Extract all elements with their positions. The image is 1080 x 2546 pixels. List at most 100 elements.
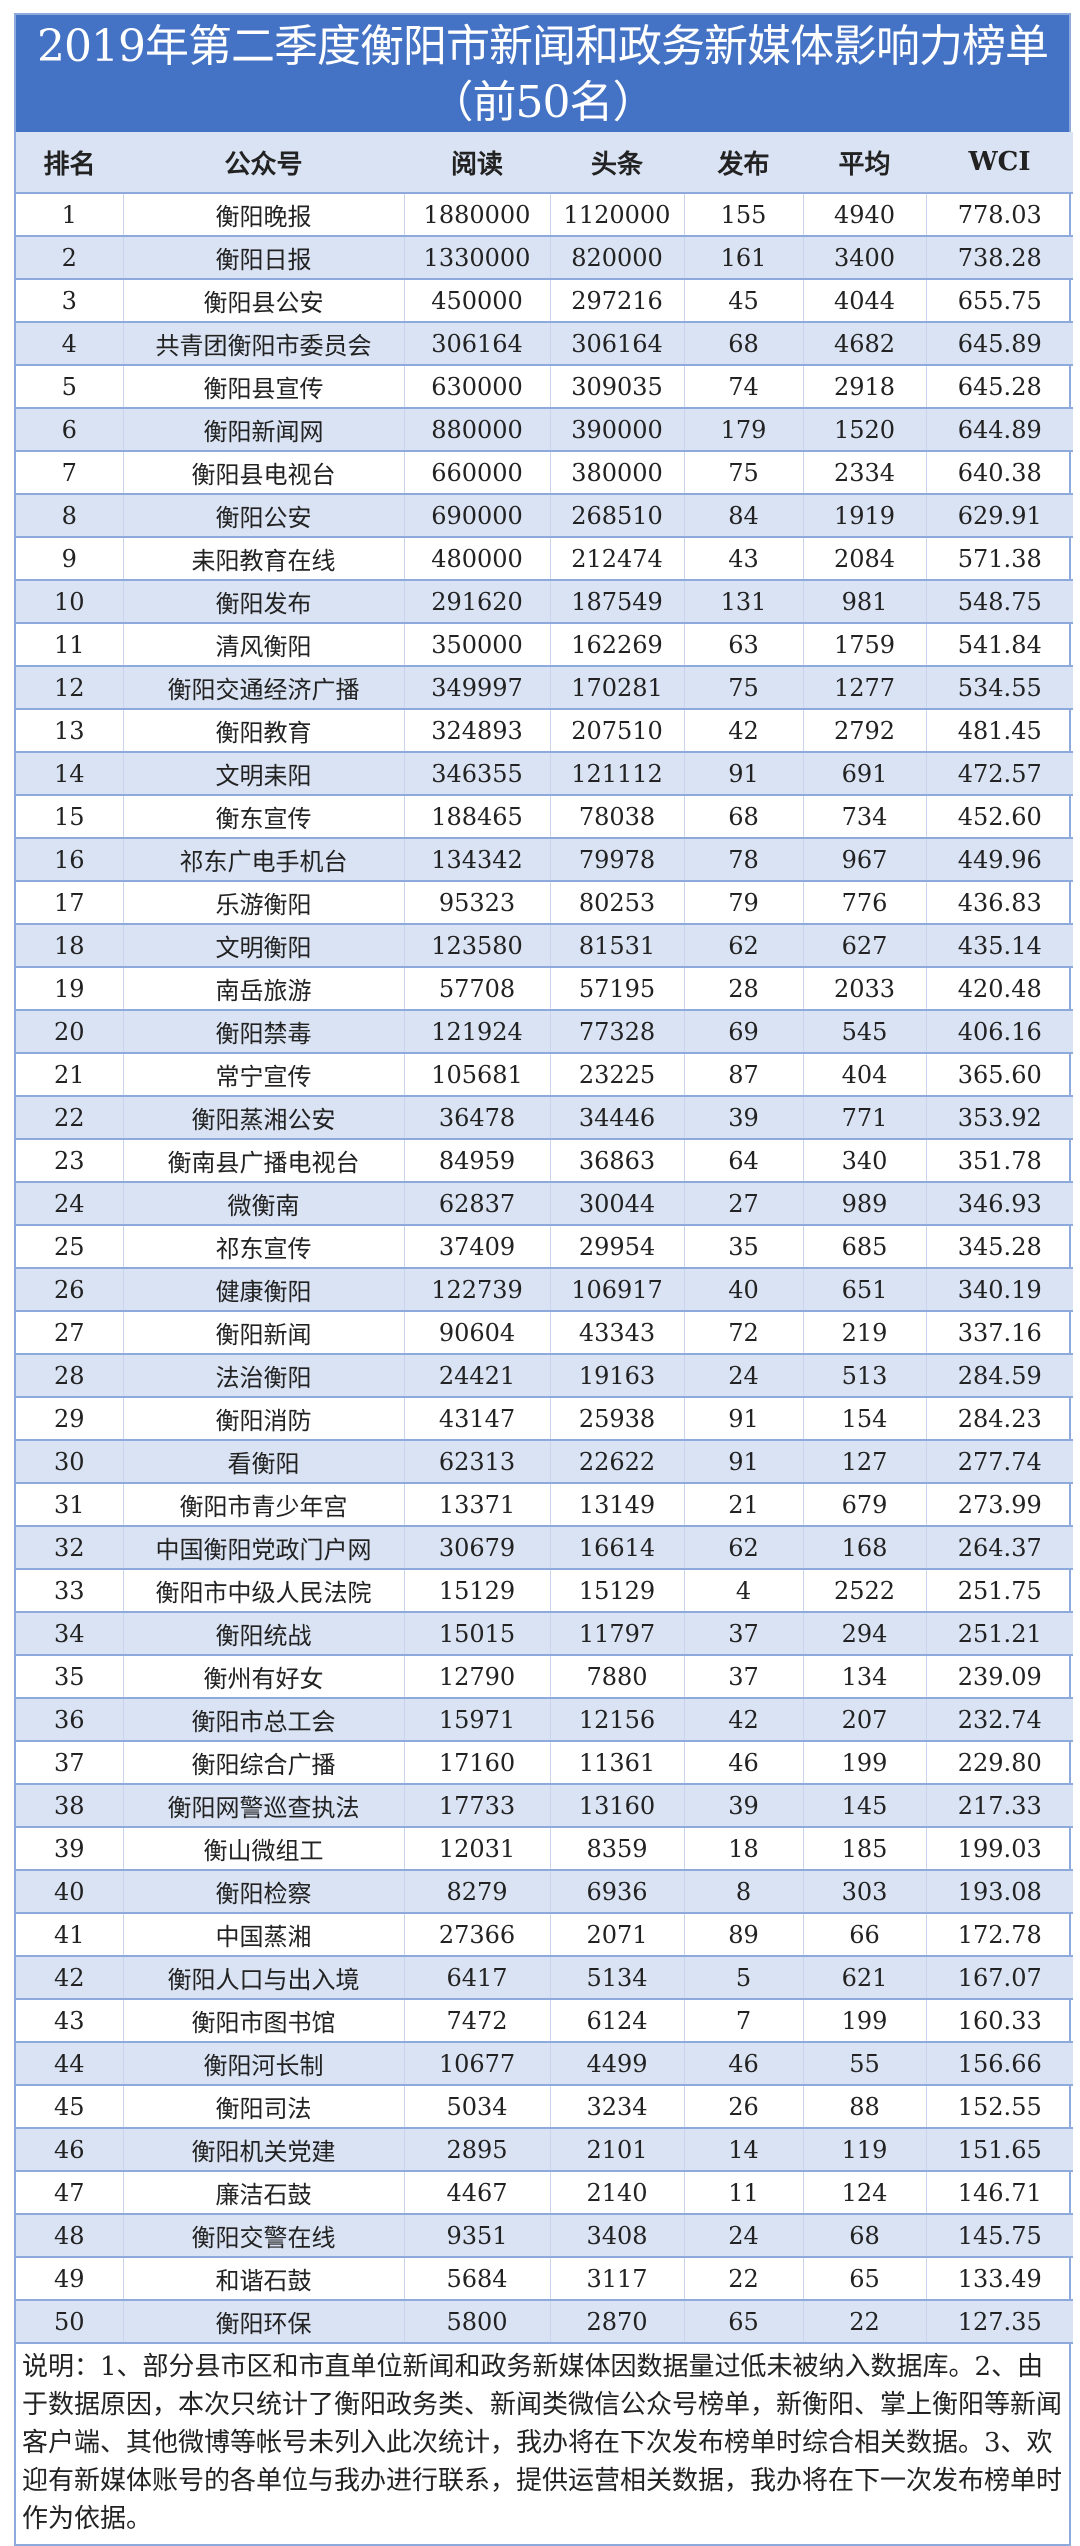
table-row: 47 廉洁石鼓 4467 2140 11 124 146.71 [16, 2171, 1073, 2215]
cell-account: 衡阳交通经济广播 [122, 666, 404, 710]
header-account: 公众号 [123, 132, 404, 194]
cell-average: 294 [802, 1612, 926, 1656]
cell-average: 154 [802, 1397, 926, 1441]
cell-reads: 121924 [403, 1010, 550, 1054]
cell-wci: 365.60 [925, 1053, 1073, 1097]
cell-account: 衡阳蒸湘公安 [122, 1096, 404, 1140]
ranking-table: 排名 公众号 阅读 头条 发布 平均 WCI 1 衡阳晚报 1880000 11200… [16, 132, 1073, 2344]
table-row: 38 衡阳网警巡查执法 17733 13160 39 145 217.33 [16, 1784, 1073, 1828]
table-row: 48 衡阳交警在线 9351 3408 24 68 145.75 [16, 2214, 1073, 2258]
cell-reads: 9351 [403, 2214, 550, 2258]
cell-average: 340 [802, 1139, 926, 1183]
cell-headline: 3408 [549, 2214, 684, 2258]
cell-reads: 15971 [403, 1698, 550, 1742]
cell-rank: 41 [16, 1913, 123, 1957]
cell-average: 207 [802, 1698, 926, 1742]
cell-wci: 193.08 [925, 1870, 1073, 1914]
cell-posts: 24 [683, 2214, 803, 2258]
cell-wci: 152.55 [925, 2085, 1073, 2129]
cell-average: 134 [802, 1655, 926, 1699]
cell-rank: 35 [16, 1655, 123, 1699]
cell-account: 和谐石鼓 [122, 2257, 404, 2301]
cell-rank: 8 [16, 494, 123, 538]
cell-reads: 24421 [403, 1354, 550, 1398]
cell-rank: 39 [16, 1827, 123, 1871]
cell-average: 2334 [802, 451, 926, 495]
cell-reads: 62837 [403, 1182, 550, 1226]
footnote: 说明：1、部分县市区和市直单位新闻和政务新媒体因数据量过低未被纳入数据库。2、由… [22, 2352, 1063, 2534]
table-row: 14 文明耒阳 346355 121112 91 691 472.57 [16, 752, 1073, 796]
table-row: 36 衡阳市总工会 15971 12156 42 207 232.74 [16, 1698, 1073, 1742]
table-row: 17 乐游衡阳 95323 80253 79 776 436.83 [16, 881, 1073, 925]
cell-rank: 20 [16, 1010, 123, 1054]
cell-wci: 655.75 [925, 279, 1073, 323]
cell-posts: 26 [683, 2085, 803, 2129]
cell-rank: 40 [16, 1870, 123, 1914]
cell-wci: 160.33 [925, 1999, 1073, 2043]
cell-account: 廉洁石鼓 [122, 2171, 404, 2215]
cell-posts: 43 [683, 537, 803, 581]
header-rank: 排名 [16, 132, 123, 194]
cell-wci: 284.59 [925, 1354, 1073, 1398]
cell-rank: 5 [16, 365, 123, 409]
cell-rank: 37 [16, 1741, 123, 1785]
cell-account: 常宁宣传 [122, 1053, 404, 1097]
cell-reads: 12031 [403, 1827, 550, 1871]
cell-reads: 5684 [403, 2257, 550, 2301]
cell-wci: 406.16 [925, 1010, 1073, 1054]
cell-headline: 23225 [549, 1053, 684, 1097]
table-row: 43 衡阳市图书馆 7472 6124 7 199 160.33 [16, 1999, 1073, 2043]
cell-average: 119 [802, 2128, 926, 2172]
cell-wci: 133.49 [925, 2257, 1073, 2301]
cell-headline: 11797 [549, 1612, 684, 1656]
cell-posts: 46 [683, 2042, 803, 2086]
cell-reads: 17160 [403, 1741, 550, 1785]
cell-account: 衡东宣传 [122, 795, 404, 839]
table-row: 5 衡阳县宣传 630000 309035 74 2918 645.28 [16, 365, 1073, 409]
cell-rank: 46 [16, 2128, 123, 2172]
table-row: 10 衡阳发布 291620 187549 131 981 548.75 [16, 580, 1073, 624]
table-row: 19 南岳旅游 57708 57195 28 2033 420.48 [16, 967, 1073, 1011]
cell-headline: 19163 [549, 1354, 684, 1398]
table-row: 46 衡阳机关党建 2895 2101 14 119 151.65 [16, 2128, 1073, 2172]
cell-posts: 87 [683, 1053, 803, 1097]
cell-headline: 390000 [549, 408, 684, 452]
cell-posts: 45 [683, 279, 803, 323]
cell-average: 2033 [802, 967, 926, 1011]
table-row: 27 衡阳新闻 90604 43343 72 219 337.16 [16, 1311, 1073, 1355]
cell-account: 衡阳统战 [122, 1612, 404, 1656]
cell-reads: 188465 [403, 795, 550, 839]
cell-rank: 10 [16, 580, 123, 624]
cell-wci: 284.23 [925, 1397, 1073, 1441]
cell-rank: 9 [16, 537, 123, 581]
cell-account: 衡阳环保 [122, 2300, 404, 2344]
cell-posts: 14 [683, 2128, 803, 2172]
table-row: 39 衡山微组工 12031 8359 18 185 199.03 [16, 1827, 1073, 1871]
cell-posts: 18 [683, 1827, 803, 1871]
cell-headline: 106917 [549, 1268, 684, 1312]
cell-account: 衡山微组工 [122, 1827, 404, 1871]
cell-reads: 1330000 [403, 236, 550, 280]
header-headline: 头条 [550, 132, 684, 194]
cell-headline: 43343 [549, 1311, 684, 1355]
cell-posts: 39 [683, 1096, 803, 1140]
cell-account: 衡阳市青少年宫 [122, 1483, 404, 1527]
cell-reads: 350000 [403, 623, 550, 667]
cell-average: 4940 [802, 193, 926, 237]
cell-rank: 18 [16, 924, 123, 968]
cell-rank: 31 [16, 1483, 123, 1527]
cell-headline: 80253 [549, 881, 684, 925]
cell-average: 734 [802, 795, 926, 839]
title-line-1: 2019年第二季度衡阳市新闻和政务新媒体影响力榜单 [37, 21, 1049, 72]
cell-account: 衡阳市中级人民法院 [122, 1569, 404, 1613]
cell-average: 651 [802, 1268, 926, 1312]
cell-headline: 25938 [549, 1397, 684, 1441]
cell-account: 衡阳县公安 [122, 279, 404, 323]
cell-reads: 27366 [403, 1913, 550, 1957]
table-row: 4 共青团衡阳市委员会 306164 306164 68 4682 645.89 [16, 322, 1073, 366]
cell-account: 衡州有好女 [122, 1655, 404, 1699]
cell-posts: 46 [683, 1741, 803, 1785]
cell-average: 66 [802, 1913, 926, 1957]
cell-wci: 449.96 [925, 838, 1073, 882]
cell-rank: 16 [16, 838, 123, 882]
